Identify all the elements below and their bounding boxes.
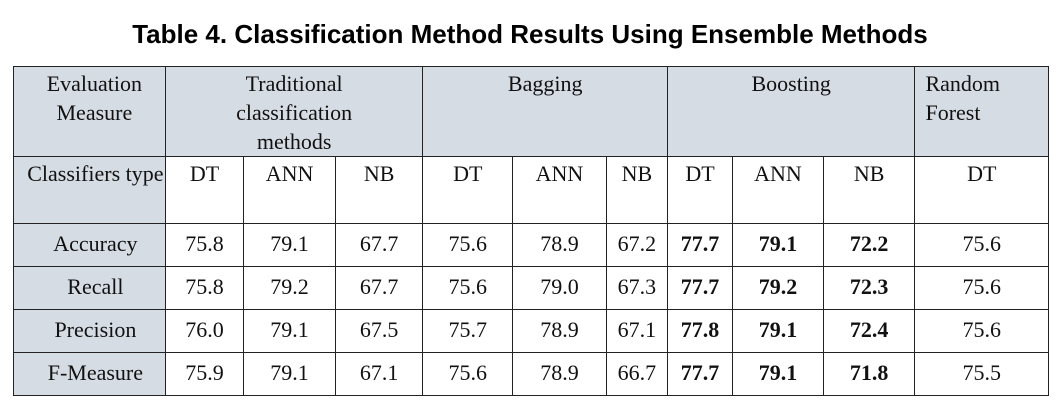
classifier-header-cell: ANN xyxy=(512,156,607,224)
header-bagging: Bagging xyxy=(422,66,668,157)
table-cell: 67.1 xyxy=(334,352,424,396)
table-row: Precision 76.0 79.1 67.5 75.7 78.9 67.1 … xyxy=(13,309,1049,353)
classifier-header-cell: NB xyxy=(334,156,424,224)
row-measure-label: Precision xyxy=(13,309,166,353)
table-cell: 75.8 xyxy=(164,223,245,267)
table-cell: 78.9 xyxy=(512,352,607,396)
table-cell-highlight: 71.8 xyxy=(822,352,916,396)
table-cell: 75.8 xyxy=(164,266,245,310)
table-cell-highlight: 72.3 xyxy=(822,266,916,310)
classifier-header-cell: NB xyxy=(605,156,668,224)
table-cell: 79.1 xyxy=(243,352,336,396)
table-cell: 75.6 xyxy=(422,352,514,396)
table-cell: 76.0 xyxy=(164,309,245,353)
header-evaluation-measure: Evaluation Measure xyxy=(13,66,166,157)
table-cell-highlight: 79.2 xyxy=(732,266,824,310)
table-cell-highlight: 77.8 xyxy=(666,309,734,353)
classifier-header-cell: NB xyxy=(822,156,916,224)
table-cell: 67.3 xyxy=(605,266,668,310)
table-cell: 67.2 xyxy=(605,223,668,267)
table-cell: 75.6 xyxy=(914,309,1049,353)
header-boosting: Boosting xyxy=(666,66,916,157)
table-cell: 66.7 xyxy=(605,352,668,396)
table-cell-highlight: 79.1 xyxy=(732,223,824,267)
row-measure-label: Accuracy xyxy=(13,223,166,267)
table-cell: 75.7 xyxy=(422,309,514,353)
header-row-methods: Evaluation Measure Traditional classific… xyxy=(13,66,1049,157)
results-table: Evaluation Measure Traditional classific… xyxy=(13,66,1049,396)
table-cell: 67.7 xyxy=(334,266,424,310)
table-cell: 78.9 xyxy=(512,309,607,353)
classifier-header-cell: DT xyxy=(914,156,1049,224)
header-random-forest: Random Forest xyxy=(914,66,1049,157)
header-row-classifiers: Classifiers type DT ANN NB DT ANN NB DT … xyxy=(13,156,1049,224)
table-cell: 75.9 xyxy=(164,352,245,396)
classifier-header-cell: DT xyxy=(666,156,734,224)
table-cell: 75.5 xyxy=(914,352,1049,396)
table-cell-highlight: 79.1 xyxy=(732,352,824,396)
header-traditional-methods: Traditional classification methods xyxy=(164,66,424,157)
table-row: F-Measure 75.9 79.1 67.1 75.6 78.9 66.7 … xyxy=(13,352,1049,396)
table-cell: 79.2 xyxy=(243,266,336,310)
classifier-header-cell: DT xyxy=(164,156,245,224)
table-cell-highlight: 77.7 xyxy=(666,223,734,267)
table-cell: 67.1 xyxy=(605,309,668,353)
table-cell: 78.9 xyxy=(512,223,607,267)
table-row: Accuracy 75.8 79.1 67.7 75.6 78.9 67.2 7… xyxy=(13,223,1049,267)
table-caption: Table 4. Classification Method Results U… xyxy=(132,19,928,49)
table-cell: 79.1 xyxy=(243,223,336,267)
classifier-header-cell: ANN xyxy=(732,156,824,224)
row-measure-label: F-Measure xyxy=(13,352,166,396)
table-cell: 67.7 xyxy=(334,223,424,267)
table-cell: 79.1 xyxy=(243,309,336,353)
header-classifiers-type: Classifiers type xyxy=(13,156,166,224)
table-row: Recall 75.8 79.2 67.7 75.6 79.0 67.3 77.… xyxy=(13,266,1049,310)
table-cell-highlight: 72.4 xyxy=(822,309,916,353)
table-cell: 75.6 xyxy=(914,266,1049,310)
classifier-header-cell: DT xyxy=(422,156,514,224)
row-measure-label: Recall xyxy=(13,266,166,310)
classifier-header-cell: ANN xyxy=(243,156,336,224)
table-cell: 75.6 xyxy=(914,223,1049,267)
table-cell: 75.6 xyxy=(422,266,514,310)
table-cell-highlight: 77.7 xyxy=(666,352,734,396)
table-cell-highlight: 72.2 xyxy=(822,223,916,267)
table-cell-highlight: 77.7 xyxy=(666,266,734,310)
table-cell-highlight: 79.1 xyxy=(732,309,824,353)
table-cell: 79.0 xyxy=(512,266,607,310)
table-cell: 75.6 xyxy=(422,223,514,267)
table-cell: 67.5 xyxy=(334,309,424,353)
